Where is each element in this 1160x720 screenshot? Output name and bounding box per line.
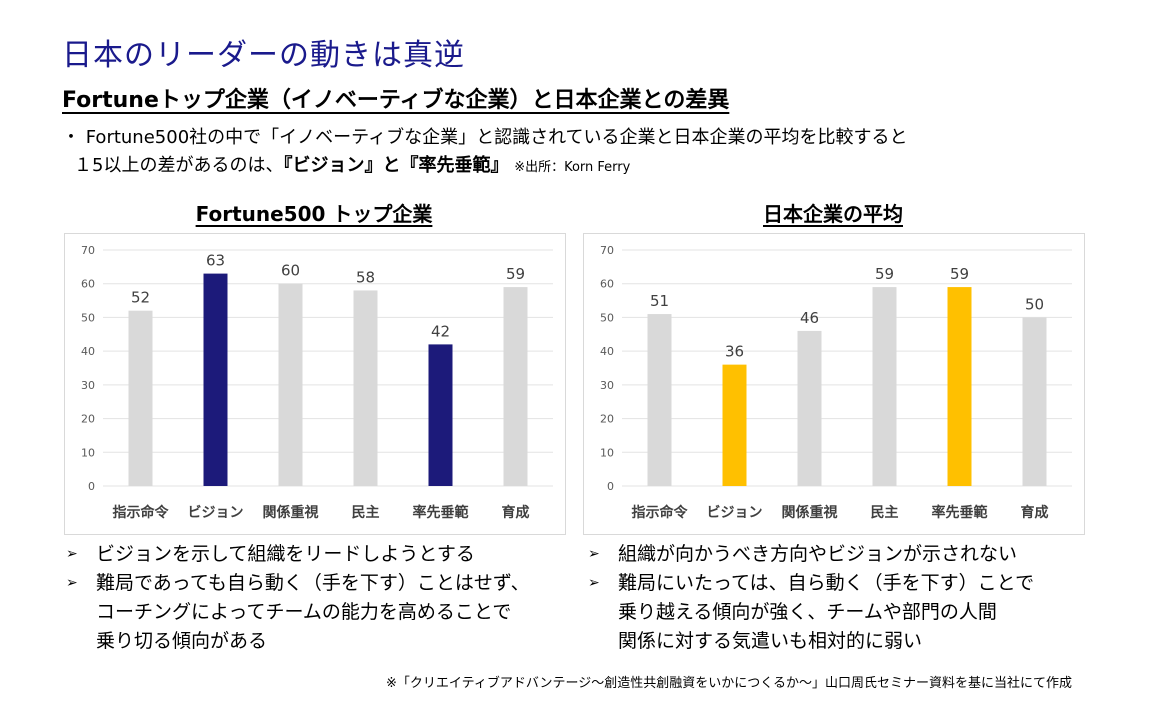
bar <box>503 287 528 486</box>
category-label: 民主 <box>871 504 899 521</box>
category-label: 指示命令 <box>632 504 689 521</box>
bar <box>872 287 897 486</box>
note-text: 難局であっても自ら動く（手を下す）ことはせず、 <box>96 572 530 594</box>
bar <box>1022 317 1047 486</box>
y-tick-label: 20 <box>81 413 95 426</box>
note-left-2: ➢ 難局であっても自ら動く（手を下す）ことはせず、 <box>66 569 530 598</box>
note-right-4: 関係に対する気遣いも相対的に弱い <box>588 627 1034 656</box>
note-right-3: 乗り越える傾向が強く、チームや部門の人間 <box>588 598 1034 627</box>
arrow-bullet-icon: ➢ <box>66 546 78 562</box>
y-tick-label: 0 <box>88 480 95 493</box>
y-tick-label: 30 <box>81 379 95 392</box>
data-label: 59 <box>506 265 525 283</box>
note-right-1: ➢ 組織が向かうべき方向やビジョンが示されない <box>588 540 1034 569</box>
y-tick-label: 60 <box>81 278 95 291</box>
category-label: 民主 <box>352 504 380 521</box>
bar <box>647 314 672 486</box>
bar <box>278 283 303 486</box>
note-right-2: ➢ 難局にいたっては、自ら動く（手を下す）ことで <box>588 569 1034 598</box>
data-label: 59 <box>875 265 894 283</box>
notes-right: ➢ 組織が向かうべき方向やビジョンが示されない ➢ 難局にいたっては、自ら動く（手を… <box>588 540 1034 656</box>
y-tick-label: 70 <box>600 244 614 257</box>
data-label: 51 <box>650 292 669 310</box>
data-label: 46 <box>800 309 819 327</box>
bar <box>128 310 153 486</box>
y-tick-label: 20 <box>600 413 614 426</box>
y-tick-label: 10 <box>81 446 95 459</box>
bar <box>722 364 747 486</box>
data-label: 60 <box>281 262 300 280</box>
note-left-4: 乗り切る傾向がある <box>66 627 530 656</box>
y-tick-label: 70 <box>81 244 95 257</box>
y-tick-label: 0 <box>607 480 614 493</box>
note-text: 乗り切る傾向がある <box>96 630 268 652</box>
note-text: 組織が向かうべき方向やビジョンが示されない <box>618 543 1018 565</box>
subtitle: Fortuneトップ企業（イノベーティブな企業）と日本企業との差異 <box>62 88 730 113</box>
category-label: ビジョン <box>707 505 763 521</box>
arrow-bullet-icon: ➢ <box>588 546 600 562</box>
y-tick-label: 60 <box>600 278 614 291</box>
category-label: 関係重視 <box>782 504 838 521</box>
category-label: ビジョン <box>188 505 244 521</box>
y-tick-label: 40 <box>81 345 95 358</box>
footer-note: ※「クリエイティブアドバンテージ〜創造性共創融資をいかにつくるか〜」山口周氏セミ… <box>386 676 1072 691</box>
source-note: ※出所：Korn Ferry <box>514 160 631 175</box>
note-text: 関係に対する気遣いも相対的に弱い <box>618 630 923 652</box>
category-label: 育成 <box>1021 504 1049 521</box>
bar <box>797 330 822 486</box>
category-label: 関係重視 <box>263 504 319 521</box>
chart-title-left: Fortune500 トップ企業 <box>195 202 433 226</box>
chart-left: 0 10 20 30 40 50 60 70 52 指示命令 63 ビジョン 60 関係重視 58 民主 42 率… <box>64 233 566 535</box>
y-tick-label: 50 <box>600 311 614 324</box>
summary-prefix: １5以上の差があるのは、 <box>74 155 284 176</box>
page-title: 日本のリーダーの動きは真逆 <box>62 38 465 73</box>
summary-line-2: １5以上の差があるのは、『ビジョン』と『率先垂範』 ※出所：Korn Ferry <box>74 151 630 177</box>
summary-line-1: ・ Fortune500社の中で「イノベーティブな企業」と認識されている企業と日… <box>62 127 908 148</box>
arrow-bullet-icon: ➢ <box>66 575 78 591</box>
data-label: 58 <box>356 268 375 286</box>
category-label: 率先垂範 <box>413 504 469 521</box>
chart-right: 0 10 20 30 40 50 60 70 51 指示命令 36 ビジョン 46 関係重視 59 民主 59 率… <box>583 233 1085 535</box>
y-tick-label: 50 <box>81 311 95 324</box>
data-label: 50 <box>1025 295 1044 313</box>
y-tick-label: 40 <box>600 345 614 358</box>
bar <box>203 273 228 486</box>
category-label: 育成 <box>502 504 530 521</box>
category-label: 指示命令 <box>113 504 170 521</box>
note-text: 難局にいたっては、自ら動く（手を下す）ことで <box>618 572 1035 594</box>
note-text: コーチングによってチームの能力を高めることで <box>96 601 512 623</box>
data-label: 42 <box>431 322 450 340</box>
summary-highlight: 『ビジョン』と『率先垂範』 <box>283 155 509 176</box>
y-tick-label: 30 <box>600 379 614 392</box>
category-label: 率先垂範 <box>932 504 988 521</box>
chart-title-right: 日本企業の平均 <box>763 202 903 226</box>
notes-left: ➢ ビジョンを示して組織をリードしようとする ➢ 難局であっても自ら動く（手を下す）… <box>66 540 530 656</box>
data-label: 63 <box>206 252 225 270</box>
note-text: ビジョンを示して組織をリードしようとする <box>96 543 475 565</box>
chart-left-svg: 0 10 20 30 40 50 60 70 52 指示命令 63 ビジョン 60 関係重視 58 民主 42 率… <box>81 244 553 521</box>
bar <box>947 287 972 486</box>
note-left-1: ➢ ビジョンを示して組織をリードしようとする <box>66 540 530 569</box>
data-label: 52 <box>131 289 150 307</box>
chart-right-svg: 0 10 20 30 40 50 60 70 51 指示命令 36 ビジョン 46 関係重視 59 民主 59 率… <box>600 244 1072 521</box>
bar <box>428 344 453 486</box>
note-text: 乗り越える傾向が強く、チームや部門の人間 <box>618 601 997 623</box>
bar <box>353 290 378 486</box>
arrow-bullet-icon: ➢ <box>588 575 600 591</box>
note-left-3: コーチングによってチームの能力を高めることで <box>66 598 530 627</box>
y-tick-label: 10 <box>600 446 614 459</box>
data-label: 59 <box>950 265 969 283</box>
data-label: 36 <box>725 343 744 361</box>
